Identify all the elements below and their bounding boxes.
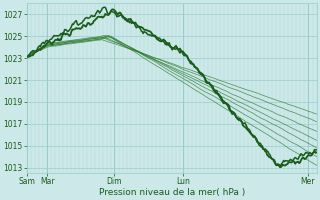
X-axis label: Pression niveau de la mer( hPa ): Pression niveau de la mer( hPa ) [99,188,245,197]
